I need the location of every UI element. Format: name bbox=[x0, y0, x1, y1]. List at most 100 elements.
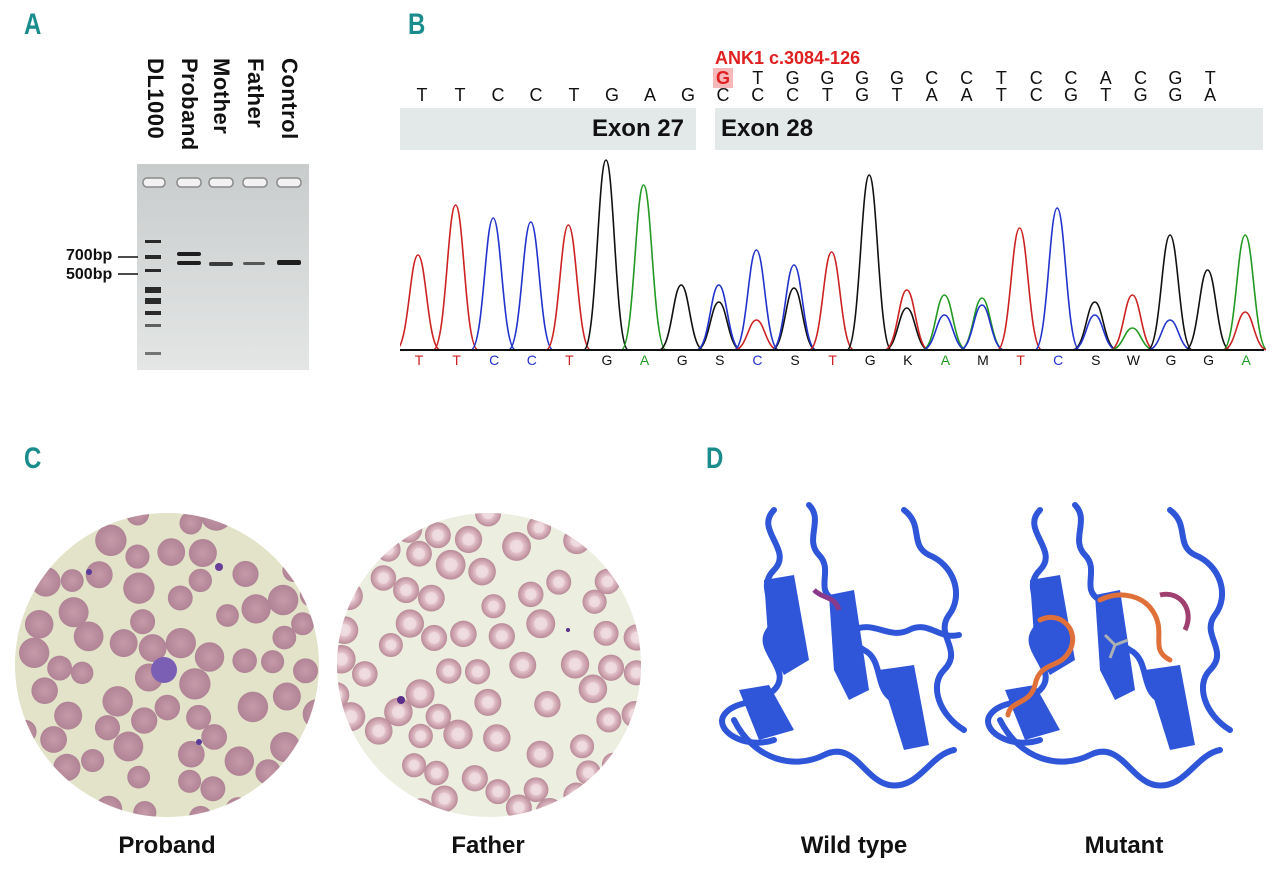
ref-base-row2: C bbox=[751, 85, 765, 105]
red-blood-cell bbox=[291, 612, 315, 636]
red-blood-cell bbox=[58, 597, 89, 628]
central-pallor bbox=[471, 666, 484, 678]
red-blood-cell bbox=[165, 627, 196, 659]
ref-base-row1: C bbox=[925, 68, 939, 88]
caption-father: Father bbox=[451, 832, 525, 859]
smear-proband bbox=[15, 513, 319, 817]
red-blood-cell bbox=[131, 707, 158, 734]
red-blood-cell bbox=[186, 704, 212, 730]
chromatogram-peak bbox=[470, 217, 517, 351]
mutation-highlight bbox=[713, 68, 733, 88]
red-blood-cell bbox=[179, 513, 203, 535]
ref-base-row2: A bbox=[1204, 85, 1217, 105]
red-blood-cell bbox=[109, 629, 138, 658]
red-blood-cell bbox=[57, 796, 86, 817]
chromatogram-peak bbox=[1109, 294, 1156, 351]
ref-base-row2: C bbox=[716, 85, 730, 105]
red-blood-cell bbox=[15, 764, 38, 791]
central-pallor bbox=[543, 805, 556, 817]
ref-base-row2: G bbox=[855, 85, 870, 105]
exon28-box: Exon 28 bbox=[715, 108, 1263, 150]
central-pallor bbox=[359, 668, 371, 680]
base-call: T bbox=[414, 352, 424, 368]
chromatogram-peak bbox=[400, 254, 441, 351]
red-blood-cell bbox=[616, 535, 641, 564]
platelet bbox=[397, 696, 405, 704]
chromatogram-peak bbox=[545, 224, 592, 351]
red-blood-cell bbox=[224, 746, 255, 776]
chromatogram-peak bbox=[921, 294, 968, 351]
central-pallor bbox=[382, 543, 394, 555]
red-blood-cell bbox=[31, 677, 58, 704]
central-pallor bbox=[608, 759, 620, 770]
central-pallor bbox=[400, 584, 412, 596]
central-pallor bbox=[482, 513, 494, 520]
central-pallor bbox=[403, 617, 417, 630]
red-blood-cell bbox=[154, 694, 181, 721]
central-pallor bbox=[570, 534, 583, 547]
central-pallor bbox=[481, 696, 494, 709]
chromatogram-peak bbox=[1222, 234, 1266, 351]
central-pallor bbox=[598, 788, 612, 802]
central-pallor bbox=[428, 632, 440, 644]
ref-base-row2: T bbox=[1100, 85, 1112, 105]
central-pallor bbox=[624, 543, 637, 556]
red-blood-cell bbox=[293, 658, 319, 684]
red-blood-cell bbox=[125, 544, 150, 569]
central-pallor bbox=[525, 588, 537, 601]
red-blood-cell bbox=[394, 515, 423, 543]
ref-base-row1: G bbox=[680, 85, 695, 105]
central-pallor bbox=[425, 592, 438, 605]
central-pallor bbox=[488, 600, 499, 612]
ref-base-row1: C bbox=[529, 85, 543, 105]
central-pallor bbox=[338, 623, 351, 637]
chromatogram-peak bbox=[1146, 234, 1194, 351]
lane-label-proband: Proband bbox=[177, 58, 202, 151]
chromatogram-peak bbox=[658, 284, 704, 351]
central-pallor bbox=[337, 795, 344, 808]
red-blood-cell bbox=[40, 726, 67, 753]
chromatogram-peak bbox=[846, 174, 893, 351]
chromatogram-peak bbox=[884, 307, 930, 351]
central-pallor bbox=[378, 513, 391, 519]
ref-base-row1: T bbox=[416, 85, 428, 105]
red-blood-cell bbox=[241, 594, 271, 624]
central-pallor bbox=[385, 639, 397, 651]
red-blood-cell bbox=[347, 802, 377, 817]
red-blood-cell bbox=[272, 625, 297, 650]
base-call: G bbox=[864, 352, 876, 368]
exon28-label: Exon 28 bbox=[721, 115, 814, 142]
central-pallor bbox=[415, 730, 427, 742]
base-call: G bbox=[1203, 352, 1215, 368]
marker-700bp: 700bp bbox=[66, 247, 113, 264]
chromatogram-peak bbox=[771, 264, 817, 351]
central-pallor bbox=[553, 576, 565, 588]
platelet bbox=[86, 569, 92, 575]
ref-base-row2: C bbox=[1029, 85, 1043, 105]
central-pallor bbox=[468, 772, 481, 785]
chromatogram-peak bbox=[1072, 301, 1118, 351]
red-blood-cell bbox=[371, 513, 398, 527]
central-pallor bbox=[576, 740, 588, 752]
ref-base-row1: C bbox=[960, 68, 974, 88]
red-blood-cell bbox=[95, 524, 127, 557]
central-pallor bbox=[337, 652, 348, 666]
red-blood-cell bbox=[590, 781, 619, 809]
base-call: S bbox=[790, 352, 800, 368]
smear-father bbox=[337, 513, 641, 817]
central-pallor bbox=[533, 522, 545, 534]
central-pallor bbox=[402, 522, 415, 536]
red-blood-cell bbox=[167, 585, 193, 611]
central-pallor bbox=[430, 767, 443, 779]
base-call: S bbox=[715, 352, 725, 368]
chromatogram-peak bbox=[1109, 327, 1155, 351]
chromatogram-peak bbox=[1184, 269, 1231, 351]
central-pallor bbox=[630, 667, 641, 679]
chromatogram-peak bbox=[884, 289, 930, 351]
red-blood-cell bbox=[188, 568, 212, 593]
lane-label-father: Father bbox=[243, 58, 268, 129]
red-blood-cell bbox=[232, 560, 259, 588]
central-pallor bbox=[541, 698, 554, 711]
ref-base-row1: T bbox=[752, 68, 764, 88]
central-pallor bbox=[570, 789, 583, 802]
